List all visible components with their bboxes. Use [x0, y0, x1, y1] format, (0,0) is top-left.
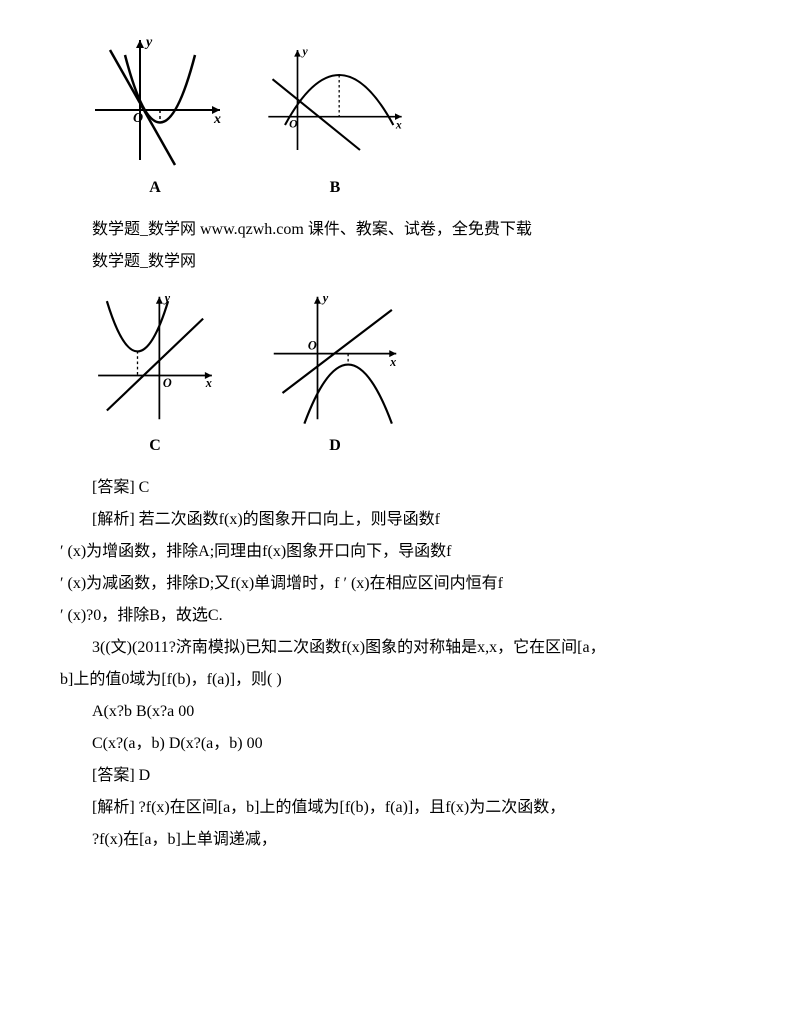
q3-explain-2: ?f(x)在[a，b]上单调递减，	[60, 824, 740, 856]
graph-b: O x y	[260, 30, 410, 170]
answer-label: [答案] C	[60, 472, 740, 504]
svg-text:y: y	[144, 35, 153, 50]
graph-c-label: C	[149, 430, 161, 462]
graph-c-cell: O x y C	[80, 288, 230, 462]
svg-text:x: x	[213, 112, 221, 127]
graph-a-cell: O x y A	[80, 30, 230, 204]
document-page: O x y A O x y	[0, 0, 800, 896]
q3-option-cd: C(x?(a，b) D(x?(a，b) 00	[60, 728, 740, 760]
svg-text:y: y	[321, 291, 329, 305]
svg-text:O: O	[163, 376, 172, 390]
graph-b-cell: O x y B	[260, 30, 410, 204]
q3-stem-2: b]上的值0域为[f(b)，f(a)]，则( )	[60, 664, 740, 696]
svg-text:O: O	[308, 338, 317, 352]
svg-text:O: O	[289, 118, 298, 131]
q3-stem-1: 3((文)(2011?济南模拟)已知二次函数f(x)图象的对称轴是x,x，它在区…	[60, 632, 740, 664]
explain-line-1: [解析] 若二次函数f(x)的图象开口向上，则导函数f	[60, 504, 740, 536]
graph-d-label: D	[329, 430, 341, 462]
graph-row-1: O x y A O x y	[80, 30, 740, 204]
svg-text:x: x	[205, 376, 212, 390]
svg-text:x: x	[395, 118, 402, 131]
q3-option-ab: A(x?b B(x?a 00	[60, 696, 740, 728]
svg-text:x: x	[389, 355, 396, 369]
graph-a: O x y	[80, 30, 230, 170]
source-line-1: 数学题_数学网 www.qzwh.com 课件、教案、试卷，全免费下载	[60, 214, 740, 246]
graph-a-label: A	[149, 172, 161, 204]
graph-c: O x y	[80, 288, 230, 428]
explain-line-3: ′ (x)为减函数，排除D;又f(x)单调增时，f ′ (x)在相应区间内恒有f	[60, 568, 740, 600]
graph-d: O x y	[260, 288, 410, 428]
graph-b-label: B	[330, 172, 341, 204]
graph-d-cell: O x y D	[260, 288, 410, 462]
graph-row-2: O x y C O x y	[80, 288, 740, 462]
explain-line-4: ′ (x)?0，排除B，故选C.	[60, 600, 740, 632]
q3-answer: [答案] D	[60, 760, 740, 792]
svg-text:y: y	[301, 45, 309, 58]
source-line-2: 数学题_数学网	[60, 246, 740, 278]
q3-explain-1: [解析] ?f(x)在区间[a，b]上的值域为[f(b)，f(a)]，且f(x)…	[60, 792, 740, 824]
svg-text:O: O	[133, 111, 143, 126]
explain-line-2: ′ (x)为增函数，排除A;同理由f(x)图象开口向下，导函数f	[60, 536, 740, 568]
